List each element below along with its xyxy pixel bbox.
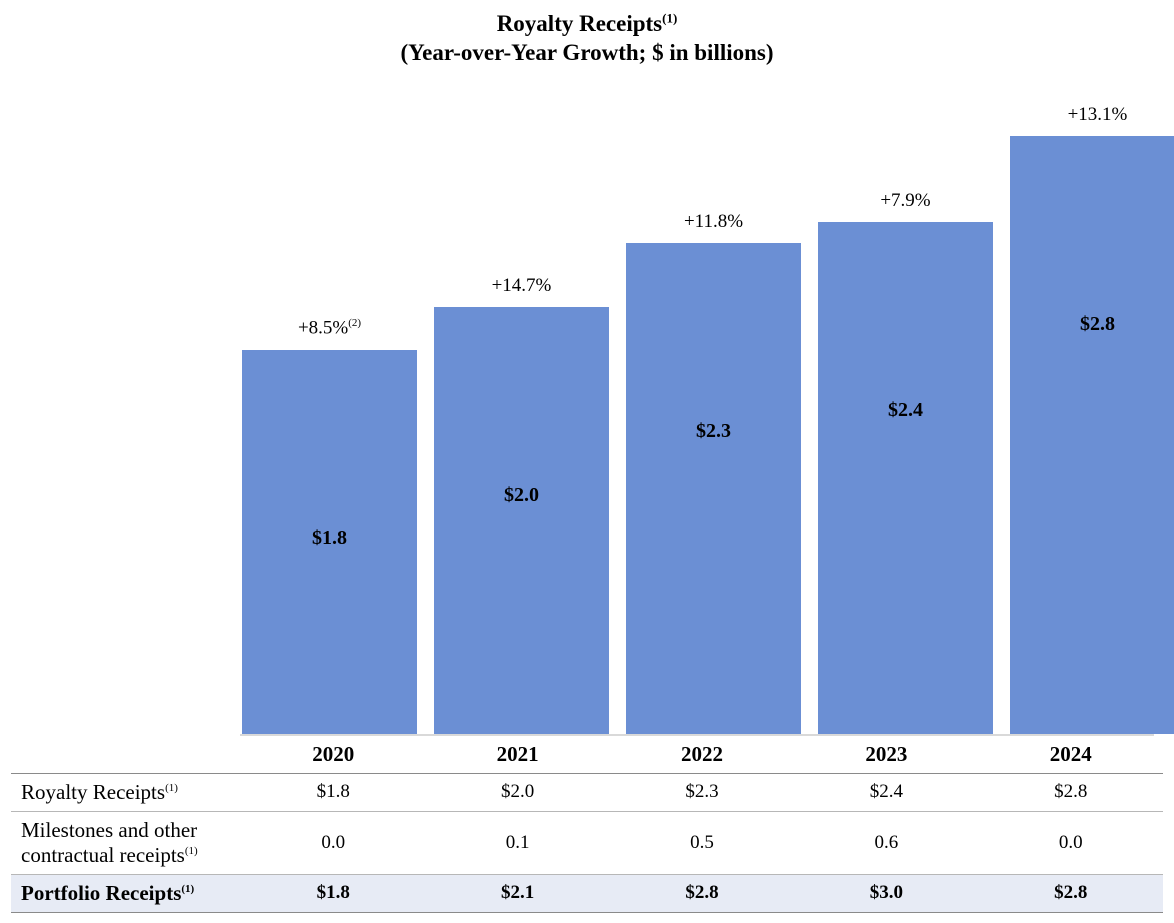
bar-value-label: $1.8 [240, 527, 420, 550]
row-label-sup: (1) [185, 845, 198, 857]
table-cell: 0.5 [610, 811, 794, 874]
table-cell: $1.8 [241, 773, 425, 811]
table-cell: $2.8 [610, 874, 794, 912]
bar-value-label: $2.4 [816, 399, 996, 422]
table-cell: $2.3 [610, 773, 794, 811]
growth-text: +13.1% [1068, 104, 1128, 125]
table-cell: $2.8 [979, 874, 1163, 912]
row-label-text: Portfolio Receipts [21, 881, 181, 905]
growth-label: +14.7% [432, 275, 612, 297]
bar-value-label: $2.0 [432, 484, 612, 507]
title-line-1: Royalty Receipts [497, 11, 662, 36]
year-header: 2021 [425, 736, 609, 774]
growth-label: +11.8% [624, 211, 804, 233]
table-cell: 0.0 [241, 811, 425, 874]
bar [626, 243, 801, 734]
row-label-sup: (1) [181, 883, 194, 895]
table-header-row: 20202021202220232024 [11, 736, 1163, 774]
table-body: Royalty Receipts(1)$1.8$2.0$2.3$2.4$2.8M… [11, 773, 1163, 912]
chart-page: Royalty Receipts(1) (Year-over-Year Grow… [0, 0, 1174, 923]
growth-label: +7.9% [816, 190, 996, 212]
table-cell: $3.0 [794, 874, 978, 912]
table-cell: $2.0 [425, 773, 609, 811]
table-cell: 0.6 [794, 811, 978, 874]
table-cell: $2.4 [794, 773, 978, 811]
row-label-sup: (1) [165, 782, 178, 794]
plot-area: +8.5%(2) $1.8 +14.7% $2.0 +11.8% $2.3 +7.9% $2.… [240, 96, 1154, 736]
growth-text: +8.5% [298, 318, 348, 339]
row-label: Milestones and other contractual receipt… [11, 811, 241, 874]
row-label-text: Milestones and other contractual receipt… [21, 818, 197, 867]
table-cell: 0.1 [425, 811, 609, 874]
table-row: Royalty Receipts(1)$1.8$2.0$2.3$2.4$2.8 [11, 773, 1163, 811]
growth-text: +14.7% [492, 275, 552, 296]
year-header: 2024 [979, 736, 1163, 774]
bar [434, 307, 609, 734]
table-cell: $2.8 [979, 773, 1163, 811]
year-header: 2020 [241, 736, 425, 774]
year-header: 2022 [610, 736, 794, 774]
table-cell: 0.0 [979, 811, 1163, 874]
row-label-text: Royalty Receipts [21, 780, 165, 804]
table-row: Milestones and other contractual receipt… [11, 811, 1163, 874]
bar-value-label: $2.3 [624, 420, 804, 443]
bar [1010, 136, 1174, 733]
growth-text: +11.8% [684, 211, 743, 232]
table-cell: $1.8 [241, 874, 425, 912]
table-corner-blank [11, 736, 241, 774]
growth-label: +13.1% [1008, 104, 1174, 126]
table-cell: $2.1 [425, 874, 609, 912]
title-sup-1: (1) [662, 10, 677, 25]
bar [818, 222, 993, 734]
bar-chart: +8.5%(2) $1.8 +14.7% $2.0 +11.8% $2.3 +7.9% $2.… [10, 76, 1164, 736]
row-label: Royalty Receipts(1) [11, 773, 241, 811]
growth-text: +7.9% [880, 190, 930, 211]
data-table: 20202021202220232024 Royalty Receipts(1)… [11, 736, 1163, 913]
bar-value-label: $2.8 [1008, 313, 1174, 336]
growth-label: +8.5%(2) [240, 317, 420, 339]
row-label: Portfolio Receipts(1) [11, 874, 241, 912]
title-line-2: (Year-over-Year Growth; $ in billions) [400, 40, 773, 65]
table-row: Portfolio Receipts(1)$1.8$2.1$2.8$3.0$2.… [11, 874, 1163, 912]
year-header: 2023 [794, 736, 978, 774]
chart-title: Royalty Receipts(1) (Year-over-Year Grow… [10, 10, 1164, 68]
growth-sup: (2) [348, 317, 361, 329]
